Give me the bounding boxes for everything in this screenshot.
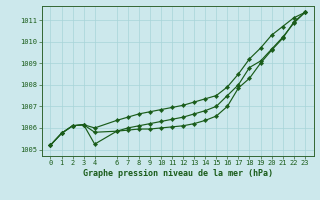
X-axis label: Graphe pression niveau de la mer (hPa): Graphe pression niveau de la mer (hPa) [83, 169, 273, 178]
